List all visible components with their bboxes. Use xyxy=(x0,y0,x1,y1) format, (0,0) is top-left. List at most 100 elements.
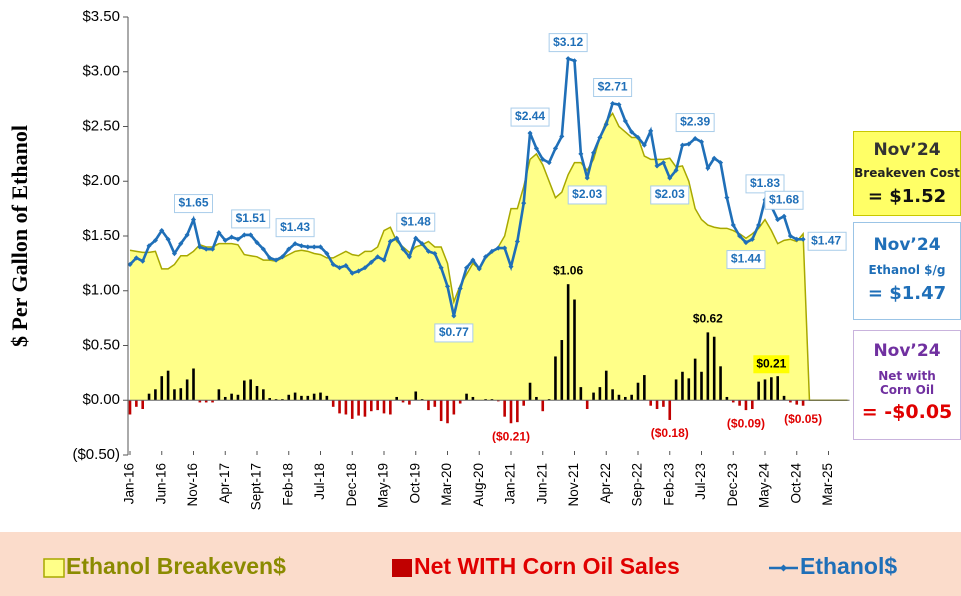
y-tick-label: $3.00 xyxy=(82,63,120,80)
data-label: $3.12 xyxy=(553,35,583,49)
net-bar xyxy=(598,387,602,401)
ethanol-marker xyxy=(476,266,482,272)
net-bar xyxy=(452,400,456,415)
legend-swatch xyxy=(392,559,412,577)
ethanol-marker xyxy=(203,246,209,252)
net-bar xyxy=(414,391,418,401)
net-bar xyxy=(535,396,538,401)
x-tick-label: Oct-19 xyxy=(407,463,422,504)
y-axis-label: $ Per Gallon of Ethanol xyxy=(7,125,32,347)
net-bar xyxy=(795,400,799,405)
ethanol-marker xyxy=(413,235,419,241)
net-bar xyxy=(712,336,716,401)
y-tick-label: $1.00 xyxy=(82,282,120,299)
net-bar xyxy=(573,299,576,401)
net-bar xyxy=(560,340,564,401)
ethanol-marker xyxy=(235,236,241,242)
net-bar xyxy=(693,358,697,401)
y-tick-label: ($0.50) xyxy=(72,446,120,463)
net-bar xyxy=(547,399,551,401)
x-tick-label: Mar-25 xyxy=(820,463,835,506)
data-label-bg xyxy=(753,355,790,374)
net-bar xyxy=(344,400,348,415)
ethanol-marker xyxy=(444,283,451,289)
ethanol-marker xyxy=(286,246,292,252)
x-tick-label: May-19 xyxy=(376,463,391,508)
net-bar xyxy=(604,370,608,401)
net-bar xyxy=(319,392,322,401)
net-bar xyxy=(420,399,424,401)
ethanol-marker xyxy=(292,241,298,247)
ethanol-marker xyxy=(400,246,406,252)
y-tick-label: $2.50 xyxy=(82,117,120,134)
net-bar xyxy=(643,375,646,401)
net-bar xyxy=(757,381,760,401)
net-bar xyxy=(497,400,500,402)
ethanol-marker xyxy=(381,257,387,263)
net-bar xyxy=(522,400,525,406)
net-bar xyxy=(357,400,360,416)
data-label: $2.03 xyxy=(572,187,602,201)
net-bar xyxy=(274,399,278,401)
net-bar xyxy=(128,400,132,415)
net-bar xyxy=(331,400,335,407)
ethanol-marker xyxy=(362,265,368,271)
x-tick-label: Apr-22 xyxy=(598,463,613,504)
ethanol-marker xyxy=(311,244,317,250)
ethanol-marker xyxy=(718,160,724,166)
ethanol-marker xyxy=(159,227,165,234)
ethanol-marker xyxy=(349,270,355,276)
panel-title: Nov’24 xyxy=(873,341,941,361)
data-label: $2.71 xyxy=(598,80,628,94)
legend-band xyxy=(0,532,961,596)
net-bar xyxy=(325,395,329,401)
data-label: $1.68 xyxy=(769,192,799,206)
ethanol-marker xyxy=(756,222,762,228)
net-bar xyxy=(192,368,195,401)
ethanol-marker xyxy=(457,286,463,292)
net-bar xyxy=(306,395,310,401)
net-bar xyxy=(363,400,367,417)
data-label: ($0.05) xyxy=(784,412,822,426)
net-bar xyxy=(700,371,703,401)
net-bar xyxy=(725,396,729,401)
data-label: ($0.09) xyxy=(727,416,765,430)
legend-label: Net WITH Corn Oil Sales xyxy=(414,553,680,579)
ethanol-marker xyxy=(133,255,139,261)
net-bar xyxy=(166,370,170,401)
net-bar xyxy=(236,394,240,401)
y-tick-label: $3.50 xyxy=(82,8,120,25)
ethanol-marker xyxy=(146,243,152,249)
net-bar xyxy=(154,389,157,401)
panel-title: Nov’24 xyxy=(873,235,941,255)
data-label-box xyxy=(434,323,474,343)
net-bar xyxy=(579,387,583,401)
ethanol-marker xyxy=(273,257,279,263)
data-label: $2.03 xyxy=(655,187,685,201)
net-bar xyxy=(465,393,468,401)
ethanol-marker xyxy=(216,230,222,236)
x-tick-label: Sep-22 xyxy=(630,463,645,507)
data-label: $1.48 xyxy=(401,214,431,228)
net-bar xyxy=(763,379,767,401)
net-bar xyxy=(681,371,684,401)
data-label: $1.47 xyxy=(811,233,841,247)
ethanol-marker xyxy=(502,245,508,251)
data-label-box xyxy=(275,218,315,238)
net-bar xyxy=(179,388,183,401)
ethanol-marker xyxy=(330,261,336,268)
net-bar xyxy=(776,376,779,401)
net-bar xyxy=(185,379,189,401)
ethanol-marker xyxy=(546,160,552,166)
data-label-box xyxy=(510,107,550,127)
ethanol-marker xyxy=(152,237,158,243)
net-bar xyxy=(382,400,386,414)
net-bar xyxy=(446,400,449,424)
net-bar xyxy=(211,400,214,403)
net-bar xyxy=(617,394,621,401)
panel-caption: Ethanol $/g xyxy=(868,263,946,277)
ethanol-marker xyxy=(165,236,171,242)
ethanol-marker xyxy=(597,134,603,140)
net-bar xyxy=(782,395,786,401)
